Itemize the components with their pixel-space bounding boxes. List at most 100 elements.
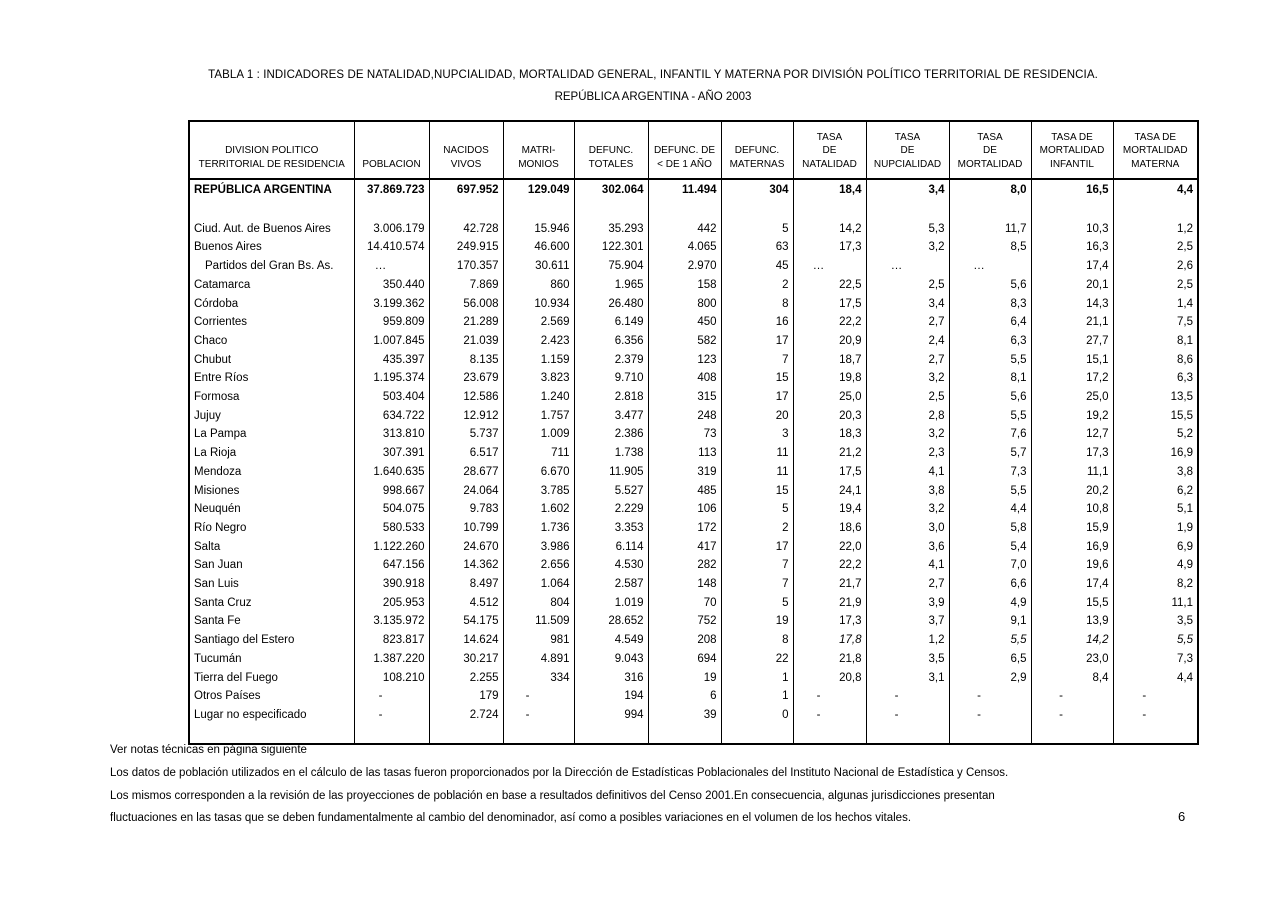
value-cell: 313.810 [353,425,430,445]
value-cell: 19,8 [792,369,867,389]
value-cell: 21,8 [792,649,867,669]
value-cell: 823.817 [353,631,430,650]
value-cell: 2.724 [428,705,504,725]
value-cell: 70 [647,593,722,613]
value-cell: 1 [720,668,794,688]
value-cell: 108.210 [353,668,430,688]
value-cell: 1,9 [1112,518,1199,538]
value-cell: 16,9 [1112,444,1199,463]
column-header: TASA DE MORTALIDAD MATERNA [1112,120,1199,180]
value-cell: 7.869 [428,275,504,295]
value-cell: 0 [720,705,794,725]
value-cell: 4.530 [573,556,649,576]
value-cell: 2,4 [865,331,950,351]
value-cell: 2,7 [865,350,950,370]
table-row: Salta 1.122.260 24.670 3.986 6.114 417 17 22,0 3… [188,537,1199,557]
value-cell: 16 [720,313,794,332]
table-row: Formosa 503.404 12.586 1.240 2.818 315 17 25,0 2… [188,388,1199,407]
value-cell: 4,4 [948,500,1032,519]
value-cell: 17,8 [792,631,867,650]
value-cell: 21,7 [792,575,867,594]
value-cell: 804 [502,593,575,613]
value-cell: 959.809 [353,313,430,332]
table-row: Tierra del Fuego 108.210 2.255 334 316 19 1 20,… [188,668,1199,688]
empty-cell [428,201,504,220]
value-cell: - [792,705,867,725]
column-header: TASA DE MORTALIDAD INFANTIL [1030,120,1114,180]
empty-cell [647,201,722,220]
value-cell: 711 [502,444,575,463]
value-cell: 3,4 [865,294,950,314]
division-name-cell: Otros Países [188,687,355,706]
value-cell: 9.043 [573,649,649,669]
table-row: Entre Ríos 1.195.374 23.679 3.823 9.710 408 15… [188,369,1199,389]
value-cell: 179 [428,687,504,706]
value-cell: 5 [720,500,794,519]
value-cell: 17,3 [792,612,867,632]
value-cell: 22 [720,649,794,669]
empty-cell [948,201,1032,220]
empty-cell [188,201,355,220]
value-cell: 504.075 [353,500,430,519]
value-cell: 30.217 [428,649,504,669]
value-cell: 8,6 [1112,350,1199,370]
value-cell: 21.289 [428,313,504,332]
value-cell: 2.379 [573,350,649,370]
value-cell: 10,8 [1030,500,1114,519]
value-cell: 1.736 [502,518,575,538]
value-cell: 2,5 [1112,275,1199,295]
value-cell: 2 [720,518,794,538]
value-cell: 28.677 [428,462,504,482]
value-cell: 503.404 [353,388,430,407]
value-cell: 4,9 [1112,556,1199,576]
empty-cell [1030,201,1114,220]
value-cell: 1.965 [573,275,649,295]
value-cell: 248 [647,406,722,426]
value-cell: 485 [647,481,722,501]
value-cell: 3,2 [865,369,950,389]
value-cell: 20,9 [792,331,867,351]
statistics-table-container: DIVISION POLITICO TERRITORIAL DE RESIDEN… [188,120,1199,746]
value-cell: 35.293 [573,219,649,239]
value-cell: 22,2 [792,556,867,576]
value-cell: 1.240 [502,388,575,407]
value-cell: 17 [720,331,794,351]
value-cell: 26.480 [573,294,649,314]
value-cell: 4,1 [865,556,950,576]
value-cell: 16,5 [1030,179,1114,201]
value-cell: 148 [647,575,722,594]
value-cell: 3,2 [865,425,950,445]
value-cell: 30.611 [502,257,575,276]
value-cell: 8,3 [948,294,1032,314]
value-cell: 3.785 [502,481,575,501]
value-cell: 14.362 [428,556,504,576]
table-row: Catamarca 350.440 7.869 860 1.965 158 2 22,5 2,5… [188,275,1199,295]
value-cell: 3.477 [573,406,649,426]
value-cell: 4.549 [573,631,649,650]
table-row: Santa Cruz 205.953 4.512 804 1.019 70 5 21,9 3,9… [188,593,1199,613]
summary-row: REPÚBLICA ARGENTINA 37.869.723 697.952 129.… [188,179,1199,201]
value-cell: 3,9 [865,593,950,613]
value-cell: 8.135 [428,350,504,370]
value-cell: 10.799 [428,518,504,538]
value-cell: 21,9 [792,593,867,613]
table-row: Lugar no especificado -2.724-994 39 0- - - - - [188,705,1199,725]
value-cell: 2,5 [865,275,950,295]
value-cell: 3.006.179 [353,219,430,239]
table-row: Río Negro 580.533 10.799 1.736 3.353 172 2 18,6… [188,518,1199,538]
value-cell: 17,3 [792,238,867,258]
value-cell: 2.587 [573,575,649,594]
header-row: DIVISION POLITICO TERRITORIAL DE RESIDEN… [188,120,1199,180]
column-header: TASA DE NUPCIALIDAD [865,120,950,180]
division-name-cell: San Luis [188,575,355,594]
value-cell: 1.195.374 [353,369,430,389]
value-cell: - [948,705,1032,725]
footnote-line: Ver notas técnicas en página siguiente [110,744,307,756]
value-cell: 205.953 [353,593,430,613]
column-header: POBLACION [353,120,430,180]
value-cell: 7 [720,556,794,576]
division-name-cell: Santa Fe [188,612,355,632]
value-cell: 23,0 [1030,649,1114,669]
value-cell: - [353,687,430,706]
value-cell: 15,9 [1030,518,1114,538]
